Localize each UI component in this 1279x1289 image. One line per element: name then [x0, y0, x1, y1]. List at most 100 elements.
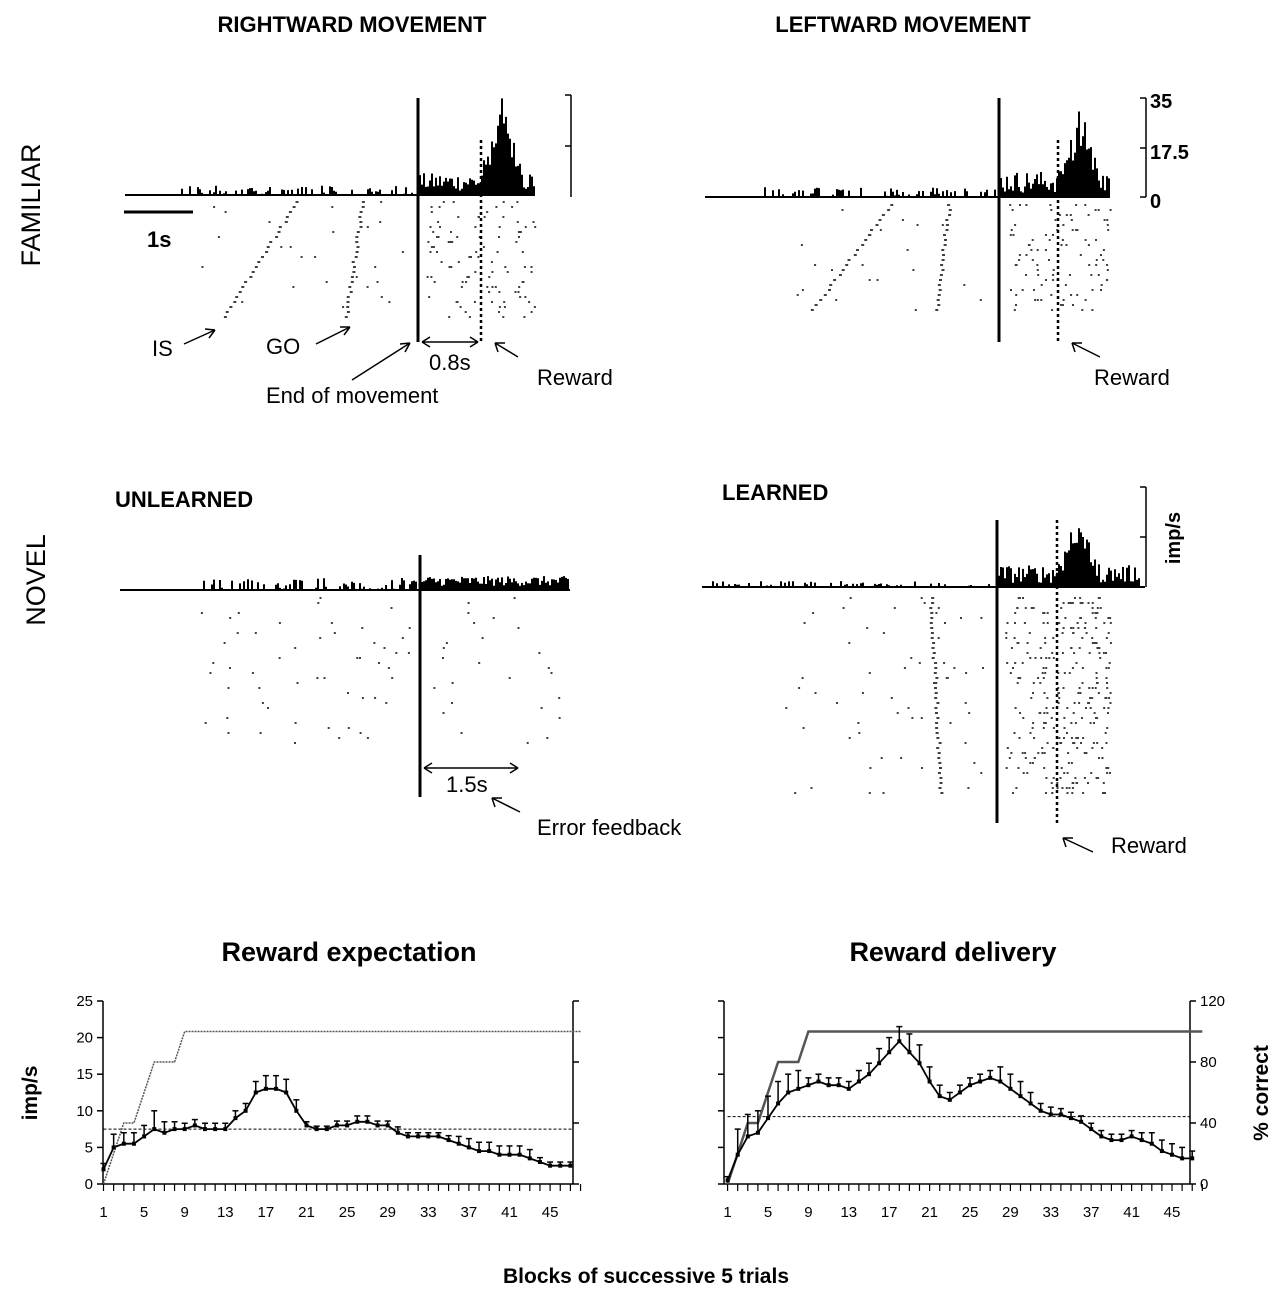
title-learned: LEARNED [722, 480, 828, 505]
label-delay-15: 1.5s [446, 772, 488, 797]
x-tick-label: 41 [501, 1204, 518, 1221]
data-point [436, 1134, 441, 1139]
data-point [1008, 1086, 1013, 1091]
data-point [233, 1116, 238, 1121]
label-reward-familiar-right: Reward [537, 365, 613, 390]
y-tick-label: 15 [76, 1066, 93, 1083]
title-unlearned: UNLEARNED [115, 487, 253, 512]
data-point [1139, 1138, 1144, 1143]
x-tick-label: 41 [1123, 1204, 1140, 1221]
reward-delivery-chart: 120 80 40 0 1 5 9 13 17 21 25 29 33 37 41 45 [718, 993, 1225, 1221]
arrow-is [183, 328, 216, 345]
x-tick-label: 37 [461, 1204, 478, 1221]
data-point [816, 1079, 821, 1084]
data-point [877, 1061, 882, 1066]
data-point [1058, 1112, 1063, 1117]
y-tick-label: 0 [85, 1176, 93, 1193]
data-point [968, 1083, 972, 1088]
data-point [446, 1138, 451, 1143]
raster-familiar-right [201, 201, 537, 318]
chart-left-ylabel: imp/s [19, 1066, 42, 1121]
chart-right-y2label: % correct [1250, 1045, 1273, 1141]
histogram-bars [710, 528, 1140, 587]
arrow-delay-08 [421, 336, 479, 348]
x-tick-label: 1 [99, 1204, 107, 1221]
data-point [314, 1127, 319, 1132]
data-point [101, 1167, 106, 1172]
label-go: GO [266, 334, 300, 359]
data-point [385, 1123, 390, 1128]
data-point [856, 1079, 861, 1084]
x-tick-label: 29 [379, 1204, 396, 1221]
data-point [796, 1086, 801, 1091]
data-point [1038, 1108, 1043, 1113]
data-point [334, 1123, 339, 1128]
data-point [998, 1079, 1003, 1084]
data-point [294, 1108, 299, 1113]
data-point [477, 1149, 482, 1154]
data-point [152, 1127, 157, 1132]
familiar-right-panel [124, 94, 572, 342]
data-point [1079, 1119, 1084, 1124]
arrow-go [315, 326, 351, 345]
data-point [416, 1134, 421, 1139]
arrow-error-feedback [491, 797, 521, 813]
arrow-end-of-movement [351, 342, 411, 381]
raster-novel-learned [785, 597, 1112, 794]
data-point [203, 1127, 207, 1132]
data-point [487, 1149, 492, 1154]
data-point [426, 1134, 431, 1139]
chart-title-reward-delivery: Reward delivery [849, 937, 1056, 967]
arrow-reward-learned [1062, 837, 1094, 853]
data-point [537, 1160, 542, 1165]
raster-spikes [200, 597, 561, 744]
x-tick-label: 21 [298, 1204, 315, 1221]
y-tick-label: 20 [76, 1030, 93, 1047]
data-point [497, 1152, 502, 1157]
data-point [213, 1127, 218, 1132]
hist-tick-35: 35 [1150, 91, 1172, 113]
data-point [304, 1123, 309, 1128]
histogram-bars [203, 576, 569, 590]
data-point [826, 1083, 831, 1088]
y2-tick-label: 0 [1200, 1176, 1208, 1193]
data-point [243, 1108, 248, 1113]
data-point [725, 1178, 730, 1183]
histogram-bars [764, 111, 1110, 197]
data-point [121, 1141, 126, 1146]
x-tick-label: 1 [723, 1204, 731, 1221]
label-error-feedback: Error feedback [537, 815, 682, 840]
x-tick-label: 13 [840, 1204, 857, 1221]
data-point [776, 1101, 781, 1106]
novel-learned-panel [702, 486, 1147, 823]
data-point [846, 1086, 851, 1091]
data-point [1119, 1138, 1124, 1143]
data-point [947, 1097, 952, 1102]
x-tick-label: 5 [140, 1204, 148, 1221]
histogram-bars [181, 98, 535, 195]
data-point [1048, 1112, 1053, 1117]
x-tick-label: 33 [1042, 1204, 1059, 1221]
arrow-delay-15 [423, 762, 519, 774]
x-tick-label: 29 [1002, 1204, 1019, 1221]
data-point [263, 1086, 268, 1091]
x-tick-label: 9 [804, 1204, 812, 1221]
x-tick-label: 45 [1164, 1204, 1181, 1221]
data-point [406, 1134, 410, 1139]
data-point [917, 1061, 922, 1066]
data-point [766, 1116, 770, 1121]
data-point [1129, 1134, 1134, 1139]
data-point [284, 1090, 289, 1095]
x-tick-label: 9 [181, 1204, 189, 1221]
arrow-reward-familiar-right [494, 342, 519, 358]
data-point [1170, 1152, 1174, 1157]
data-point [111, 1145, 116, 1150]
data-point [806, 1083, 811, 1088]
data-point [1159, 1149, 1164, 1154]
data-point [466, 1145, 471, 1150]
histogram-novel-learned [710, 528, 1140, 587]
title-rightward-movement: RIGHTWARD MOVEMENT [218, 12, 487, 37]
data-point [507, 1152, 512, 1157]
novel-unlearned-panel [120, 555, 570, 797]
data-point [1089, 1127, 1094, 1132]
